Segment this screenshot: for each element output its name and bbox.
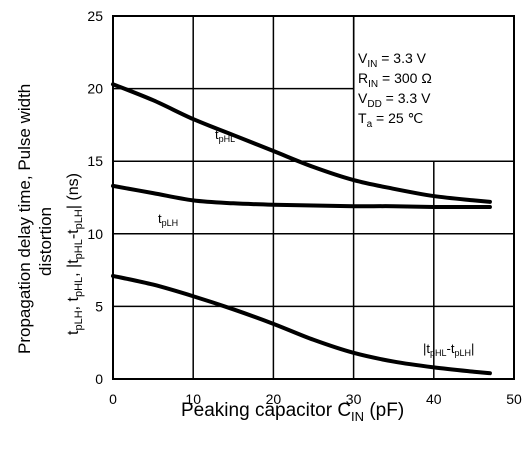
y-axis-title-line3: tpLH, tpHL, |tpHL-tpLH| (ns)	[65, 173, 85, 335]
x-tick-label: 50	[506, 391, 522, 407]
y-tick-label: 25	[87, 8, 103, 24]
y-tick-label: 20	[87, 81, 103, 97]
x-axis-title: Peaking capacitor CIN (pF)	[181, 400, 404, 424]
plot-frame	[112, 15, 515, 380]
condition-line: RIN = 300 Ω	[358, 70, 432, 90]
condition-line: VDD = 3.3 V	[358, 90, 431, 110]
series-label-tphl: tpHL	[215, 127, 235, 144]
y-tick-label: 5	[95, 298, 103, 314]
series-line-1	[111, 183, 492, 209]
series-line-0	[111, 82, 492, 204]
x-tick-label: 30	[346, 391, 362, 407]
y-tick-label: 0	[95, 371, 103, 387]
y-axis-title-line1: Propagation delay time, Pulse width	[15, 84, 34, 354]
y-tick-label: 10	[87, 226, 103, 242]
condition-line: Ta = 25 ℃	[358, 110, 423, 130]
x-tick-label: 40	[426, 391, 442, 407]
series-lines	[111, 82, 492, 376]
condition-line: VIN = 3.3 V	[358, 50, 427, 70]
y-axis-title-line2: distortion	[36, 207, 55, 276]
series-line-2	[111, 273, 492, 376]
x-tick-label: 10	[185, 391, 201, 407]
tick-labels: 0 10 20 30 40 50 0 5 10 15 20 25	[87, 8, 522, 407]
series-label-tplh: tpLH	[158, 211, 178, 228]
x-tick-label: 20	[266, 391, 282, 407]
x-tick-label: 0	[109, 391, 117, 407]
series-label-diff: |tpHL-tpLH|	[423, 341, 474, 358]
y-tick-label: 15	[87, 153, 103, 169]
